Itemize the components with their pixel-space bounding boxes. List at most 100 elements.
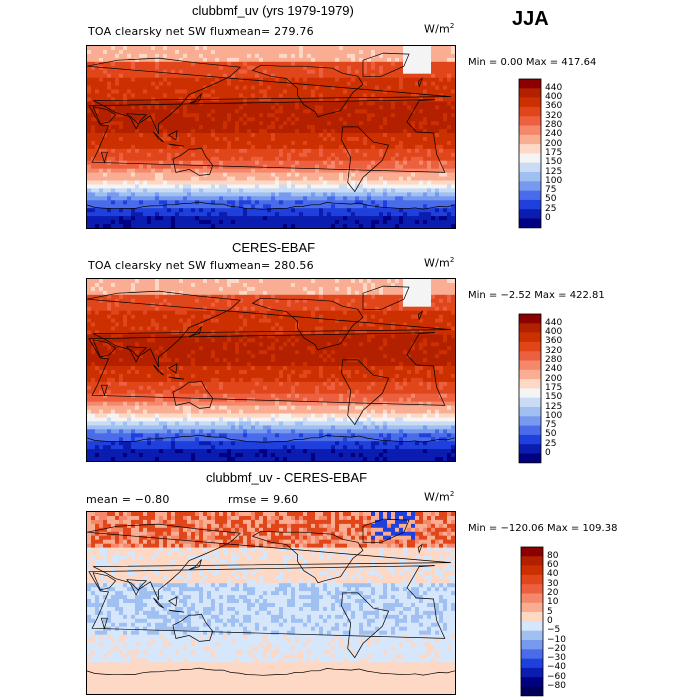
map-cell [111,77,116,83]
map-cell [243,172,248,177]
map-cell [207,57,212,63]
map-cell [387,156,392,162]
map-cell [359,57,364,63]
map-cell [363,208,368,213]
map-cell [179,148,184,154]
map-cell [251,283,256,288]
map-cell [351,133,356,138]
colorbar-swatch [519,209,541,219]
map-cell [295,196,300,201]
map-cell [339,61,344,67]
panel2-subtitle: TOA clearsky net SW flux [88,259,232,272]
map-cell [211,117,216,122]
map-cell [199,61,204,67]
map-cell [207,168,212,174]
map-cell [339,164,344,170]
map-cell [231,50,236,55]
map-cell [327,160,332,166]
map-cell [203,144,208,150]
map-cell [191,73,196,79]
map-cell [195,220,200,225]
map-cell [383,46,388,51]
map-cell [175,121,180,126]
map-cell [439,156,444,162]
map-cell [259,144,264,150]
map-cell [231,294,236,300]
map-cell [87,141,92,146]
map-cell [367,204,372,209]
map-cell [327,129,332,134]
map-cell [387,121,392,126]
colorbar-swatch [519,116,541,126]
map-cell [291,184,296,189]
map-cell [335,101,340,106]
map-cell [135,298,140,304]
map-cell [267,302,272,308]
map-cell [323,188,328,193]
map-cell [151,156,156,162]
map-cell [447,73,452,79]
map-cell [219,137,224,142]
map-cell [231,81,236,86]
map-cell [271,144,276,150]
map-cell [407,85,412,90]
map-cell [235,286,240,292]
map-cell [363,141,368,146]
map-cell [115,77,120,83]
map-cell [383,302,388,308]
map-cell [115,137,120,142]
map-cell [307,148,312,154]
map-cell [207,283,212,288]
map-cell [123,85,128,90]
map-cell [331,105,336,110]
map-cell [279,144,284,150]
map-cell [107,141,112,146]
map-cell [235,109,240,114]
map-cell [203,57,208,63]
map-cell [139,216,144,221]
map-cell [427,176,432,181]
map-cell [363,121,368,126]
map-cell [175,196,180,201]
map-cell [111,53,116,59]
map-cell [327,196,332,201]
map-cell [371,196,376,201]
map-cell [315,50,320,55]
map-cell [319,188,324,193]
map-cell [255,85,260,90]
map-cell [379,65,384,71]
map-cell [431,279,436,284]
map-cell [403,172,408,177]
map-cell [387,176,392,181]
map-cell [431,61,436,67]
map-cell [431,212,436,217]
map-cell [431,105,436,110]
map-cell [359,286,364,292]
map-cell [239,133,244,138]
map-cell [303,200,308,205]
map-cell [355,294,360,300]
map-cell [407,196,412,201]
map-cell [283,306,288,312]
map-cell [243,200,248,205]
map-cell [363,85,368,90]
map-cell [399,125,404,130]
map-cell [231,93,236,98]
map-cell [279,200,284,205]
map-cell [379,117,384,122]
map-cell [211,125,216,130]
map-cell [339,141,344,146]
map-cell [355,85,360,90]
map-cell [359,81,364,86]
map-cell [159,77,164,83]
map-cell [251,46,256,51]
map-cell [307,306,312,312]
map-cell [243,176,248,181]
map-cell [391,129,396,134]
map-cell [215,164,220,170]
map-cell [119,302,124,308]
map-cell [323,216,328,221]
map-cell [211,196,216,201]
map-cell [247,290,252,296]
map-cell [339,125,344,130]
